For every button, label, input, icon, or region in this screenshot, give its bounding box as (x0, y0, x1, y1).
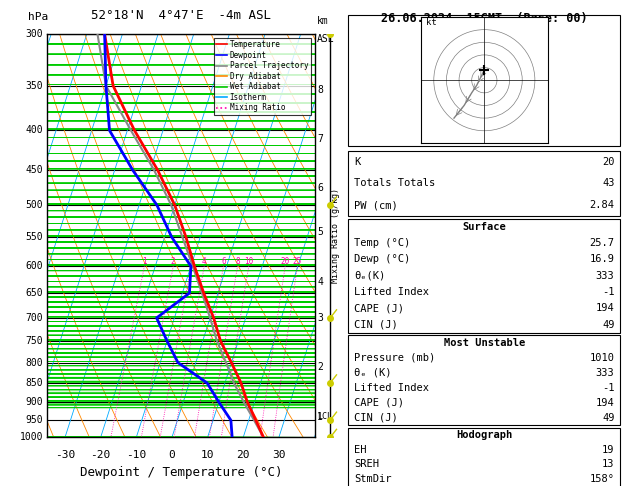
Text: 3: 3 (317, 313, 323, 323)
Text: 750: 750 (26, 336, 43, 346)
Text: 6: 6 (221, 257, 226, 266)
Text: 49: 49 (602, 320, 615, 330)
Text: Dewpoint / Temperature (°C): Dewpoint / Temperature (°C) (80, 466, 282, 479)
Text: 7: 7 (317, 134, 323, 144)
Text: 700: 700 (26, 313, 43, 323)
Text: Temp (°C): Temp (°C) (354, 238, 410, 248)
Text: 333: 333 (596, 368, 615, 378)
Text: 850: 850 (26, 378, 43, 388)
Text: km: km (317, 16, 329, 26)
Text: Most Unstable: Most Unstable (443, 338, 525, 348)
Text: 400: 400 (26, 125, 43, 136)
Text: K: K (354, 156, 360, 167)
Text: Hodograph: Hodograph (456, 430, 513, 440)
Text: 1: 1 (317, 412, 323, 422)
Text: CIN (J): CIN (J) (354, 413, 398, 423)
Text: 25.7: 25.7 (589, 238, 615, 248)
Text: -30: -30 (55, 450, 75, 459)
Text: ASL: ASL (317, 34, 335, 44)
Text: 0: 0 (169, 450, 175, 459)
Legend: Temperature, Dewpoint, Parcel Trajectory, Dry Adiabat, Wet Adiabat, Isotherm, Mi: Temperature, Dewpoint, Parcel Trajectory… (214, 38, 311, 115)
Text: hPa: hPa (28, 12, 48, 22)
Text: 2.84: 2.84 (589, 200, 615, 210)
Text: 550: 550 (26, 232, 43, 242)
Text: Lifted Index: Lifted Index (354, 383, 429, 393)
Text: 1000: 1000 (19, 433, 43, 442)
Text: 13: 13 (602, 459, 615, 469)
Text: 4: 4 (202, 257, 206, 266)
Text: CAPE (J): CAPE (J) (354, 398, 404, 408)
Text: 43: 43 (602, 178, 615, 189)
Text: 8: 8 (235, 257, 240, 266)
Text: 950: 950 (26, 415, 43, 425)
Text: Totals Totals: Totals Totals (354, 178, 435, 189)
Text: θₑ(K): θₑ(K) (354, 271, 386, 281)
Bar (348, 15, 620, 146)
Text: 194: 194 (596, 398, 615, 408)
Text: LCL: LCL (317, 412, 332, 421)
Text: 49: 49 (602, 413, 615, 423)
Text: 333: 333 (596, 271, 615, 281)
Text: Mixing Ratio (g/kg): Mixing Ratio (g/kg) (331, 188, 340, 283)
Text: Dewp (°C): Dewp (°C) (354, 255, 410, 264)
Text: 4: 4 (317, 277, 323, 287)
Text: 16.9: 16.9 (589, 255, 615, 264)
Text: 2: 2 (317, 362, 323, 372)
Bar (348, 335, 620, 425)
Text: 20: 20 (237, 450, 250, 459)
Text: 158°: 158° (589, 474, 615, 484)
Text: Surface: Surface (462, 222, 506, 232)
Text: 450: 450 (26, 165, 43, 175)
Text: 30: 30 (272, 450, 286, 459)
Text: 6: 6 (317, 183, 323, 193)
Text: 650: 650 (26, 288, 43, 298)
Text: 19: 19 (602, 445, 615, 454)
Text: 800: 800 (26, 358, 43, 367)
Text: -20: -20 (91, 450, 111, 459)
Text: kt: kt (426, 17, 437, 27)
Text: -10: -10 (126, 450, 147, 459)
Text: StmDir: StmDir (354, 474, 392, 484)
Text: θₑ (K): θₑ (K) (354, 368, 392, 378)
Text: 900: 900 (26, 397, 43, 407)
Text: 600: 600 (26, 261, 43, 271)
Text: 3: 3 (189, 257, 193, 266)
Bar (348, 151, 620, 216)
Text: 500: 500 (26, 200, 43, 210)
Text: 1010: 1010 (589, 353, 615, 363)
Text: 20: 20 (602, 156, 615, 167)
Text: 1: 1 (142, 257, 147, 266)
Text: 52°18'N  4°47'E  -4m ASL: 52°18'N 4°47'E -4m ASL (91, 9, 271, 22)
Text: 25: 25 (292, 257, 302, 266)
Text: 10: 10 (244, 257, 253, 266)
Text: Lifted Index: Lifted Index (354, 287, 429, 297)
Bar (348, 219, 620, 333)
Text: 300: 300 (26, 29, 43, 39)
Bar (348, 428, 620, 486)
Text: 26.06.2024  15GMT  (Base: 00): 26.06.2024 15GMT (Base: 00) (381, 12, 587, 25)
Text: EH: EH (354, 445, 367, 454)
Text: 2: 2 (171, 257, 175, 266)
Text: 350: 350 (26, 81, 43, 91)
Text: 10: 10 (201, 450, 214, 459)
Text: 20: 20 (281, 257, 290, 266)
Text: Pressure (mb): Pressure (mb) (354, 353, 435, 363)
Text: -1: -1 (602, 383, 615, 393)
Text: PW (cm): PW (cm) (354, 200, 398, 210)
Text: 5: 5 (317, 227, 323, 237)
Text: CAPE (J): CAPE (J) (354, 303, 404, 313)
Text: SREH: SREH (354, 459, 379, 469)
Text: CIN (J): CIN (J) (354, 320, 398, 330)
Text: 194: 194 (596, 303, 615, 313)
Text: -1: -1 (602, 287, 615, 297)
Text: 8: 8 (317, 86, 323, 95)
